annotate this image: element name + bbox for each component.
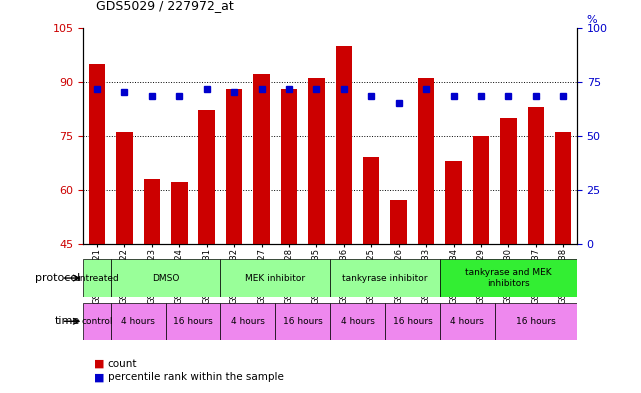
Text: ■: ■: [94, 358, 104, 369]
Text: 4 hours: 4 hours: [231, 317, 265, 326]
Bar: [363, 157, 379, 244]
Bar: [221, 303, 275, 340]
Bar: [199, 110, 215, 244]
Text: ■: ■: [94, 372, 104, 382]
Bar: [308, 78, 324, 244]
Bar: [89, 64, 105, 244]
Text: count: count: [108, 358, 137, 369]
Bar: [83, 259, 111, 297]
Text: 4 hours: 4 hours: [340, 317, 374, 326]
Bar: [116, 132, 133, 244]
Text: DMSO: DMSO: [152, 274, 179, 283]
Bar: [336, 46, 352, 244]
Bar: [495, 303, 577, 340]
Bar: [528, 107, 544, 244]
Bar: [111, 259, 221, 297]
Bar: [221, 259, 330, 297]
Text: tankyrase and MEK
inhibitors: tankyrase and MEK inhibitors: [465, 268, 552, 288]
Bar: [440, 259, 577, 297]
Text: tankyrase inhibitor: tankyrase inhibitor: [342, 274, 428, 283]
Text: percentile rank within the sample: percentile rank within the sample: [108, 372, 283, 382]
Bar: [275, 303, 330, 340]
Text: MEK inhibitor: MEK inhibitor: [246, 274, 305, 283]
Text: time: time: [55, 316, 80, 326]
Bar: [171, 182, 188, 244]
Text: protocol: protocol: [35, 273, 80, 283]
Bar: [330, 303, 385, 340]
Bar: [111, 303, 165, 340]
Bar: [445, 161, 462, 244]
Text: 4 hours: 4 hours: [450, 317, 484, 326]
Text: untreated: untreated: [74, 274, 119, 283]
Text: 16 hours: 16 hours: [283, 317, 322, 326]
Bar: [385, 303, 440, 340]
Bar: [472, 136, 489, 244]
Bar: [253, 74, 270, 244]
Bar: [500, 118, 517, 244]
Bar: [165, 303, 221, 340]
Bar: [390, 200, 407, 244]
Bar: [440, 303, 495, 340]
Text: %: %: [587, 15, 597, 25]
Bar: [418, 78, 435, 244]
Text: control: control: [81, 317, 113, 326]
Bar: [330, 259, 440, 297]
Bar: [226, 89, 242, 244]
Bar: [281, 89, 297, 244]
Bar: [144, 179, 160, 244]
Text: 16 hours: 16 hours: [392, 317, 432, 326]
Bar: [555, 132, 571, 244]
Text: 16 hours: 16 hours: [173, 317, 213, 326]
Text: GDS5029 / 227972_at: GDS5029 / 227972_at: [96, 0, 234, 12]
Bar: [83, 303, 111, 340]
Text: 16 hours: 16 hours: [516, 317, 556, 326]
Text: 4 hours: 4 hours: [121, 317, 155, 326]
